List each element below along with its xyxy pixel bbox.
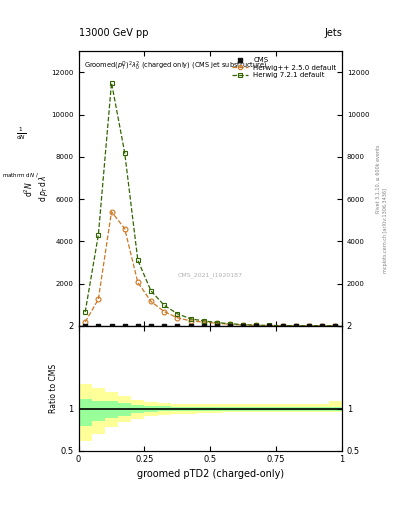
CMS [95, 322, 101, 330]
Text: Rivet 3.1.10, ≥ 600k events: Rivet 3.1.10, ≥ 600k events [376, 145, 380, 214]
Herwig 7.2.1 default [215, 319, 219, 326]
Herwig 7.2.1 default [136, 257, 140, 263]
Herwig++ 2.5.0 default [254, 323, 259, 329]
Herwig++ 2.5.0 default [188, 318, 193, 324]
CMS [214, 322, 220, 330]
Herwig 7.2.1 default [188, 316, 193, 322]
CMS [82, 322, 88, 330]
Herwig 7.2.1 default [122, 150, 127, 156]
Herwig 7.2.1 default [109, 80, 114, 86]
Herwig 7.2.1 default [162, 302, 167, 308]
Herwig++ 2.5.0 default [307, 323, 311, 329]
CMS [135, 322, 141, 330]
CMS [148, 322, 154, 330]
Text: $\frac{1}{\mathrm{d}N}$: $\frac{1}{\mathrm{d}N}$ [16, 125, 26, 142]
Herwig++ 2.5.0 default [320, 323, 325, 329]
Herwig 7.2.1 default [96, 232, 101, 238]
CMS [108, 322, 115, 330]
CMS [332, 322, 338, 330]
CMS [174, 322, 180, 330]
Herwig++ 2.5.0 default [83, 319, 88, 325]
Herwig++ 2.5.0 default [333, 323, 338, 329]
Y-axis label: Ratio to CMS: Ratio to CMS [49, 364, 58, 413]
CMS [253, 322, 259, 330]
Line: Herwig++ 2.5.0 default: Herwig++ 2.5.0 default [83, 209, 338, 328]
Text: mcplots.cern.ch [arXiv:1306.3436]: mcplots.cern.ch [arXiv:1306.3436] [383, 188, 387, 273]
Herwig 7.2.1 default [201, 318, 206, 324]
CMS [306, 322, 312, 330]
Herwig 7.2.1 default [228, 321, 232, 327]
CMS [187, 322, 194, 330]
Legend: CMS, Herwig++ 2.5.0 default, Herwig 7.2.1 default: CMS, Herwig++ 2.5.0 default, Herwig 7.2.… [230, 55, 338, 80]
Text: CMS_2021_I1920187: CMS_2021_I1920187 [178, 272, 243, 278]
Herwig 7.2.1 default [241, 322, 246, 328]
Herwig++ 2.5.0 default [241, 322, 246, 328]
Herwig++ 2.5.0 default [215, 320, 219, 326]
Herwig++ 2.5.0 default [267, 323, 272, 329]
Herwig 7.2.1 default [254, 322, 259, 328]
CMS [200, 322, 207, 330]
CMS [161, 322, 167, 330]
Herwig 7.2.1 default [149, 288, 153, 294]
Herwig++ 2.5.0 default [162, 309, 167, 315]
Herwig 7.2.1 default [83, 309, 88, 315]
Herwig++ 2.5.0 default [175, 315, 180, 321]
Herwig++ 2.5.0 default [294, 323, 298, 329]
X-axis label: groomed pTD2 (charged-only): groomed pTD2 (charged-only) [137, 468, 284, 479]
CMS [279, 322, 286, 330]
Herwig++ 2.5.0 default [280, 323, 285, 329]
Text: Groomed$(p_T^D)^2\lambda_0^2$ (charged only) (CMS jet substructure): Groomed$(p_T^D)^2\lambda_0^2$ (charged o… [84, 59, 267, 73]
Y-axis label: $\mathrm{d}^2N$
$\mathrm{d}\,p_T\,\mathrm{d}\,\lambda$: $\mathrm{d}^2N$ $\mathrm{d}\,p_T\,\mathr… [23, 175, 50, 202]
Herwig 7.2.1 default [267, 323, 272, 329]
Herwig++ 2.5.0 default [149, 298, 153, 305]
Herwig++ 2.5.0 default [122, 225, 127, 231]
Line: Herwig 7.2.1 default: Herwig 7.2.1 default [83, 80, 338, 328]
Herwig++ 2.5.0 default [136, 280, 140, 286]
Herwig 7.2.1 default [280, 323, 285, 329]
Herwig++ 2.5.0 default [96, 296, 101, 303]
CMS [240, 322, 246, 330]
Text: Jets: Jets [324, 28, 342, 38]
Herwig++ 2.5.0 default [109, 209, 114, 215]
Text: mathrm d$N$ /: mathrm d$N$ / [2, 170, 39, 179]
Herwig 7.2.1 default [333, 323, 338, 329]
Herwig 7.2.1 default [307, 323, 311, 329]
Herwig++ 2.5.0 default [201, 319, 206, 325]
CMS [121, 322, 128, 330]
Text: 13000 GeV pp: 13000 GeV pp [79, 28, 148, 38]
Herwig 7.2.1 default [294, 323, 298, 329]
Herwig 7.2.1 default [320, 323, 325, 329]
CMS [266, 322, 273, 330]
CMS [293, 322, 299, 330]
CMS [227, 322, 233, 330]
Herwig++ 2.5.0 default [228, 321, 232, 327]
Herwig 7.2.1 default [175, 311, 180, 317]
CMS [319, 322, 325, 330]
